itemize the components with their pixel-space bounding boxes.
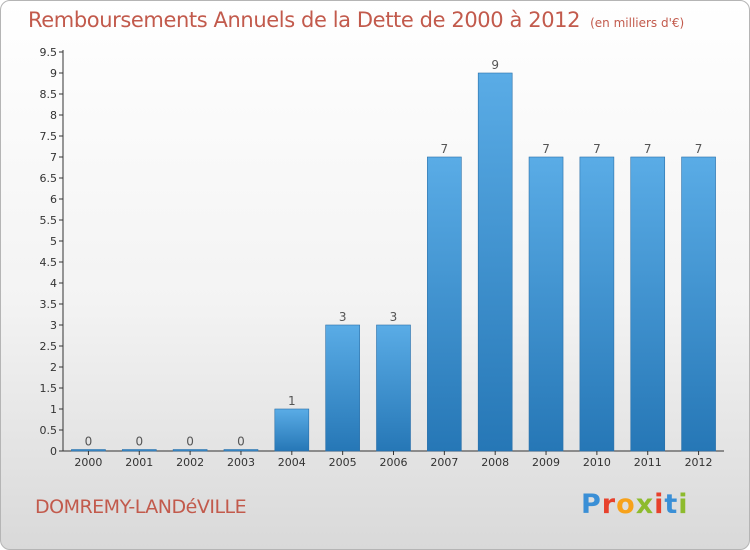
x-tick-label-2010: 2010: [583, 456, 611, 469]
chart-data-labels: 0 0 0 0 1 3 3 7 9 7 7 7 7: [85, 58, 703, 449]
logo-letter: x: [635, 489, 655, 520]
x-tick-label-2009: 2009: [532, 456, 560, 469]
y-tick-label: 6.5: [40, 172, 58, 185]
x-tick-label-2001: 2001: [125, 456, 153, 469]
y-tick-label: 3: [50, 319, 57, 332]
data-label-2001: 0: [135, 435, 143, 449]
data-label-2002: 0: [186, 435, 194, 449]
chart-unit: (en milliers d'€): [590, 16, 685, 30]
y-tick-label: 8: [50, 109, 57, 122]
bar-2002: [172, 449, 208, 452]
data-label-2010: 7: [593, 142, 601, 156]
logo-letter: r: [601, 489, 617, 520]
y-tick-label: 8.5: [40, 88, 58, 101]
bar-2006: [376, 324, 411, 452]
y-tick-label: 1.5: [40, 382, 58, 395]
x-tick-label-2011: 2011: [634, 456, 662, 469]
data-label-2008: 9: [491, 58, 499, 72]
y-tick-label: 2.5: [40, 340, 58, 353]
x-tick-label-2012: 2012: [685, 456, 713, 469]
bar-2011: [630, 156, 666, 452]
data-label-2005: 3: [339, 310, 347, 324]
y-tick-label: 5: [50, 235, 57, 248]
x-tick-label-2007: 2007: [430, 456, 458, 469]
logo-letter: o: [616, 489, 636, 520]
bar-2009: [528, 156, 564, 452]
y-tick-label: 7: [50, 151, 57, 164]
logo-letter: i: [654, 489, 665, 520]
x-tick-label-2004: 2004: [278, 456, 306, 469]
x-tick-label-2008: 2008: [481, 456, 509, 469]
y-tick-label: 7.5: [40, 130, 58, 143]
commune-name: DOMREMY-LANDéVILLE: [35, 496, 247, 518]
logo-letter: P: [581, 489, 602, 520]
x-tick-label-2000: 2000: [74, 456, 102, 469]
bar-2007: [427, 156, 462, 452]
bar-2005: [325, 324, 360, 452]
bar-2008: [477, 72, 513, 452]
chart-title: Remboursements Annuels de la Dette de 20…: [28, 8, 684, 32]
x-tick-label-2003: 2003: [227, 456, 255, 469]
bar-2001: [121, 449, 157, 452]
data-label-2012: 7: [695, 142, 703, 156]
y-tick-label: 4.5: [40, 256, 58, 269]
bar-2012: [681, 156, 716, 452]
y-tick-label: 5.5: [40, 214, 58, 227]
x-tick-label-2005: 2005: [329, 456, 357, 469]
y-tick-label: 6: [50, 193, 57, 206]
x-tick-label-2002: 2002: [176, 456, 204, 469]
data-label-2009: 7: [542, 142, 550, 156]
data-label-2003: 0: [237, 435, 245, 449]
data-label-2004: 1: [288, 394, 296, 408]
bar-2004: [274, 408, 310, 452]
data-label-2006: 3: [390, 310, 398, 324]
proxiti-logo: Proxiti: [581, 489, 689, 520]
chart-x-ticks: 2000 2001 2002 2003 2004 2005 2006 2007 2008 2009…: [74, 451, 713, 469]
logo-letter: i: [678, 489, 689, 520]
bar-2003: [223, 449, 259, 452]
chart-y-ticks: 0 0.5 1 1.5 2 2.5 3 3.5 4 4.5 5 5.5 6 6.5 7 7.5 8 8.5 9 9.5: [40, 46, 63, 458]
y-tick-label: 9: [50, 67, 57, 80]
y-tick-label: 0: [50, 445, 57, 458]
y-tick-label: 1: [50, 403, 57, 416]
chart-bars: [71, 72, 716, 452]
bar-2000: [71, 449, 106, 452]
chart-title-text: Remboursements Annuels de la Dette de 20…: [28, 8, 581, 32]
data-label-2007: 7: [441, 142, 449, 156]
y-tick-label: 0.5: [40, 424, 58, 437]
logo-letter: t: [664, 489, 679, 520]
x-tick-label-2006: 2006: [380, 456, 408, 469]
bar-2010: [579, 156, 615, 452]
data-label-2000: 0: [85, 435, 93, 449]
y-tick-label: 9.5: [40, 46, 58, 59]
data-label-2011: 7: [644, 142, 652, 156]
y-tick-label: 3.5: [40, 298, 58, 311]
y-tick-label: 4: [50, 277, 57, 290]
y-tick-label: 2: [50, 361, 57, 374]
